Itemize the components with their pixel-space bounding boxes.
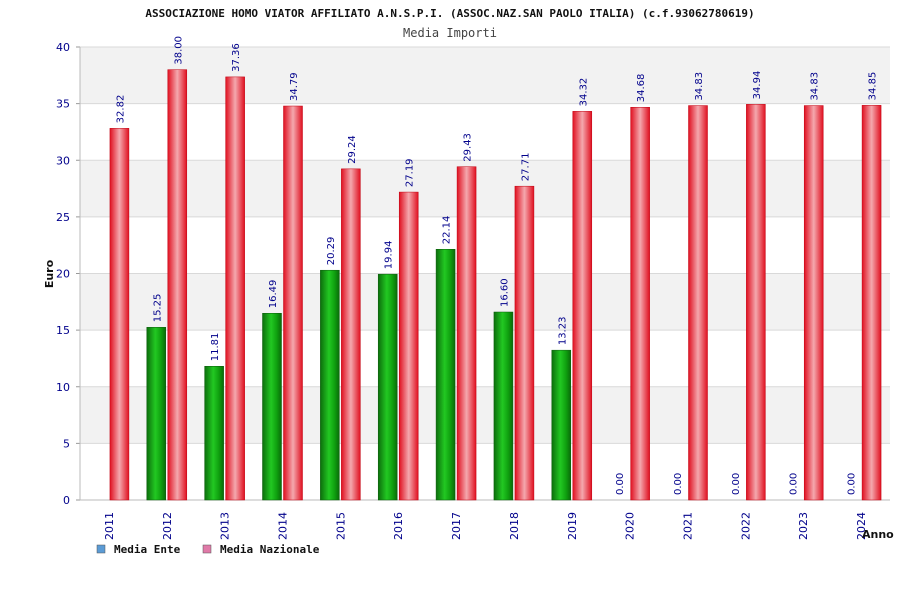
bar-media-ente-2015 <box>320 269 340 501</box>
value-label: 22.14 <box>442 216 453 245</box>
value-label: 20.29 <box>326 237 337 266</box>
x-tick-label: 2014 <box>277 512 290 540</box>
value-label: 34.94 <box>752 71 763 100</box>
value-label: 34.83 <box>694 72 705 101</box>
x-tick-label: 2020 <box>624 512 637 540</box>
y-tick-label: 0 <box>63 494 70 507</box>
bar-media-ente-2012 <box>146 327 167 501</box>
x-axis-label: Anno <box>862 528 894 541</box>
grid-band <box>80 160 890 217</box>
x-tick-label: 2012 <box>161 512 174 540</box>
bars <box>109 69 882 501</box>
legend-label-media-ente: Media Ente <box>114 543 181 556</box>
bar-media-ente-2017 <box>435 249 456 501</box>
y-tick-label: 40 <box>56 41 70 54</box>
grid-band <box>80 330 890 387</box>
bar-media-nazionale-2014 <box>283 105 303 501</box>
bar-media-nazionale-2020 <box>630 106 650 501</box>
grid-band <box>80 443 890 500</box>
bar-media-ente-2016 <box>377 273 398 501</box>
value-label: 16.49 <box>268 280 279 309</box>
bar-media-ente-2014 <box>262 313 282 501</box>
bar-media-nazionale-2019 <box>572 111 593 501</box>
value-label: 34.32 <box>578 78 589 107</box>
value-label: 34.85 <box>868 72 879 101</box>
bar-media-nazionale-2015 <box>341 168 361 501</box>
bar-media-nazionale-2023 <box>803 105 824 501</box>
grid-band <box>80 216 890 274</box>
value-label: 19.94 <box>384 241 395 270</box>
bar-media-nazionale-2016 <box>398 191 419 501</box>
bar-media-nazionale-2017 <box>456 166 477 501</box>
value-label: 29.24 <box>347 135 358 164</box>
value-label: 34.68 <box>636 74 647 103</box>
x-tick-label: 2016 <box>392 512 405 540</box>
x-tick-label: 2011 <box>103 512 116 540</box>
value-label: 11.81 <box>210 333 221 362</box>
value-label: 0.00 <box>731 473 742 495</box>
chart-subtitle: Media Importi <box>403 26 497 40</box>
value-label: 37.36 <box>231 43 242 72</box>
bar-media-nazionale-2012 <box>167 69 188 501</box>
x-tick-label: 2013 <box>219 512 232 540</box>
value-label: 16.60 <box>499 278 510 307</box>
legend-label-media-nazionale: Media Nazionale <box>220 543 320 556</box>
bar-media-nazionale-2013 <box>225 76 245 501</box>
bar-media-nazionale-2021 <box>688 105 708 501</box>
grid-band <box>80 103 890 161</box>
x-tick-label: 2017 <box>450 512 463 540</box>
value-labels: 32.82 15.25 38.00 11.81 37.36 16.49 34.79 20.29… <box>115 36 878 495</box>
grid-band <box>80 47 890 104</box>
x-tick-label: 2015 <box>334 512 347 540</box>
bar-media-nazionale-2022 <box>746 104 766 501</box>
y-tick-label: 35 <box>56 98 70 111</box>
x-axis-ticks: 2011 2012 2013 2014 2015 2016 2017 2018 2019 2020… <box>103 512 868 540</box>
value-label: 29.43 <box>463 133 474 162</box>
x-tick-label: 2019 <box>566 512 579 540</box>
value-label: 27.71 <box>520 153 531 182</box>
value-label: 13.23 <box>557 317 568 346</box>
x-tick-label: 2018 <box>508 512 521 540</box>
x-tick-label: 2022 <box>739 512 752 540</box>
bar-media-nazionale-2018 <box>514 185 535 501</box>
value-label: 15.25 <box>152 294 163 323</box>
bar-media-ente-2019 <box>551 349 572 501</box>
bar-media-ente-2013 <box>204 366 224 501</box>
bar-media-nazionale-2024 <box>861 105 882 501</box>
y-tick-label: 20 <box>56 268 70 281</box>
value-label: 34.83 <box>810 72 821 101</box>
x-tick-label: 2021 <box>682 512 695 540</box>
y-tick-label: 15 <box>56 324 70 337</box>
y-tick-label: 10 <box>56 381 70 394</box>
value-label: 0.00 <box>847 473 858 495</box>
y-tick-label: 5 <box>63 437 70 450</box>
value-label: 0.00 <box>789 473 800 495</box>
y-tick-label: 30 <box>56 154 70 167</box>
value-label: 0.00 <box>673 473 684 495</box>
value-label: 34.79 <box>289 72 300 101</box>
value-label: 32.82 <box>115 95 126 124</box>
x-tick-label: 2024 <box>855 512 868 540</box>
legend-swatch-media-ente <box>96 544 106 554</box>
legend-swatch-media-nazionale <box>202 544 212 554</box>
x-tick-label: 2023 <box>797 512 810 540</box>
grid-band <box>80 386 890 444</box>
y-axis-label: Euro <box>43 259 56 288</box>
value-label: 38.00 <box>173 36 184 65</box>
chart-title: ASSOCIAZIONE HOMO VIATOR AFFILIATO A.N.S… <box>145 7 754 20</box>
value-label: 27.19 <box>405 158 416 187</box>
value-label: 0.00 <box>615 473 626 495</box>
bar-media-ente-2018 <box>493 311 514 501</box>
legend: Media Ente Media Nazionale <box>96 543 320 556</box>
bar-media-nazionale-2011 <box>109 128 130 501</box>
y-tick-label: 25 <box>56 211 70 224</box>
grid-band <box>80 273 890 331</box>
